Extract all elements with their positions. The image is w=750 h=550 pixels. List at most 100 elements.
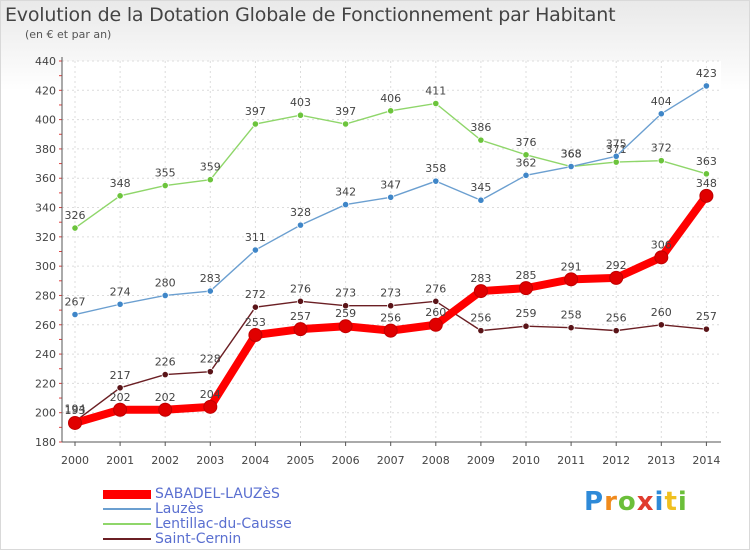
data-point bbox=[519, 281, 533, 296]
legend-label: Lauzès bbox=[155, 501, 204, 517]
legend-label: Saint-Cernin bbox=[155, 531, 242, 547]
data-label: 257 bbox=[290, 310, 311, 323]
data-label: 375 bbox=[606, 137, 627, 150]
data-label: 306 bbox=[651, 238, 672, 251]
y-tick-label: 420 bbox=[35, 84, 56, 97]
data-point bbox=[567, 162, 575, 171]
x-tick-label: 2013 bbox=[647, 454, 675, 467]
data-point bbox=[206, 176, 214, 184]
x-tick-label: 2010 bbox=[512, 454, 540, 467]
x-tick-label: 2002 bbox=[151, 454, 179, 467]
logo-letter: r bbox=[604, 487, 618, 517]
y-tick-label: 280 bbox=[35, 289, 56, 302]
data-point bbox=[702, 82, 711, 90]
data-point bbox=[699, 188, 714, 203]
data-point bbox=[116, 384, 124, 392]
data-point bbox=[387, 107, 395, 115]
x-tick-label: 2003 bbox=[196, 454, 224, 467]
data-point bbox=[161, 181, 169, 190]
series-sabadel-lauzes: 193 202 202 204 253 257 259 256 260 283 285 291 292 3… bbox=[65, 177, 717, 430]
data-point bbox=[567, 324, 575, 332]
data-label: 260 bbox=[651, 306, 672, 319]
logo-letter: o bbox=[617, 487, 637, 517]
data-point bbox=[477, 196, 485, 204]
data-label: 368 bbox=[561, 148, 582, 161]
x-tick-label: 2005 bbox=[287, 454, 315, 467]
x-tick-label: 2012 bbox=[602, 454, 630, 467]
data-label: 272 bbox=[245, 288, 266, 301]
data-label: 292 bbox=[606, 259, 627, 272]
data-label: 423 bbox=[696, 67, 717, 80]
data-point bbox=[251, 120, 259, 128]
data-label: 285 bbox=[516, 269, 537, 282]
data-label: 253 bbox=[245, 316, 266, 329]
x-tick-label: 2000 bbox=[61, 454, 89, 467]
legend-label: SABADEL-LAUZèS bbox=[155, 486, 280, 502]
data-point bbox=[654, 250, 669, 265]
data-point bbox=[522, 322, 530, 330]
data-point bbox=[432, 177, 440, 185]
data-point bbox=[116, 192, 124, 200]
data-label: 328 bbox=[290, 206, 311, 219]
data-label: 311 bbox=[245, 231, 266, 244]
data-label: 273 bbox=[335, 287, 356, 300]
data-point bbox=[158, 402, 173, 417]
series-saint-cernin: 194 217 226 228 272 276 273 273 276 256 259 258 256 2… bbox=[65, 282, 717, 426]
data-point bbox=[341, 201, 350, 209]
data-label: 404 bbox=[651, 95, 672, 108]
y-tick-label: 220 bbox=[35, 377, 56, 390]
data-point bbox=[522, 151, 530, 159]
data-point bbox=[657, 157, 665, 165]
data-point bbox=[612, 152, 620, 160]
plot-area bbox=[62, 61, 721, 442]
data-label: 259 bbox=[335, 307, 356, 320]
y-tick-label: 340 bbox=[35, 202, 56, 215]
logo-letter: i bbox=[677, 487, 688, 517]
data-label: 256 bbox=[380, 312, 401, 325]
data-label: 274 bbox=[110, 285, 131, 298]
data-label: 359 bbox=[200, 161, 221, 174]
x-tick-label: 2001 bbox=[106, 454, 134, 467]
data-point bbox=[116, 300, 124, 308]
data-point bbox=[293, 322, 308, 337]
data-point bbox=[206, 287, 214, 295]
data-label: 260 bbox=[425, 306, 446, 319]
data-label: 386 bbox=[470, 121, 491, 134]
data-label: 283 bbox=[200, 272, 221, 285]
x-tick-label: 2007 bbox=[377, 454, 405, 467]
y-tick-label: 300 bbox=[35, 260, 56, 273]
data-point bbox=[387, 193, 395, 201]
data-label: 362 bbox=[516, 156, 537, 169]
data-label: 202 bbox=[110, 391, 131, 404]
legend-swatch bbox=[103, 538, 151, 540]
data-point bbox=[68, 415, 82, 430]
chart-title: Evolution de la Dotation Globale de Fonc… bbox=[5, 4, 616, 26]
data-point bbox=[387, 302, 395, 310]
logo-letter: t bbox=[664, 487, 678, 517]
proxiti-logo: Proxiti bbox=[584, 487, 688, 517]
y-tick-label: 320 bbox=[35, 231, 56, 244]
data-point bbox=[383, 323, 398, 338]
legend-swatch bbox=[103, 490, 151, 499]
logo-letter: i bbox=[654, 487, 665, 517]
data-point bbox=[338, 319, 353, 334]
data-label: 345 bbox=[470, 181, 491, 194]
data-point bbox=[522, 171, 530, 179]
data-point bbox=[477, 327, 485, 335]
data-label: 194 bbox=[65, 402, 86, 415]
data-label: 228 bbox=[200, 353, 221, 366]
data-label: 258 bbox=[561, 309, 582, 322]
legend-swatch bbox=[103, 523, 151, 525]
data-point bbox=[206, 368, 214, 376]
data-point bbox=[428, 317, 443, 332]
data-point bbox=[341, 302, 350, 310]
data-point bbox=[432, 99, 440, 108]
x-tick-label: 2014 bbox=[692, 454, 720, 467]
data-point bbox=[657, 110, 665, 118]
data-label: 397 bbox=[245, 105, 266, 118]
data-point bbox=[113, 402, 128, 417]
data-label: 291 bbox=[561, 260, 582, 273]
y-tick-label: 400 bbox=[35, 114, 56, 127]
data-point bbox=[612, 327, 620, 335]
